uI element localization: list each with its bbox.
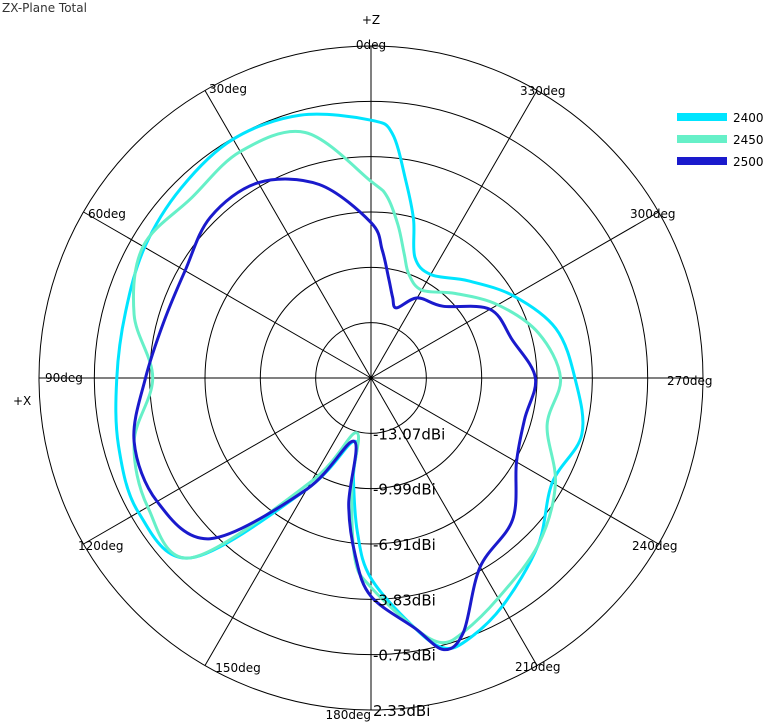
legend-swatch: [677, 157, 727, 165]
legend-label: 2400: [733, 111, 764, 125]
series-layer: [114, 112, 585, 652]
legend-label: 2450: [733, 133, 764, 147]
grid-spoke: [370, 377, 659, 545]
radial-tick-label: 2.33dBi: [373, 702, 430, 720]
angle-tick-label: 270deg: [667, 374, 713, 388]
grid-spoke: [370, 90, 538, 379]
chart-title: ZX-Plane Total: [2, 1, 87, 15]
angle-tick-label: 330deg: [520, 84, 566, 98]
series-line-2450: [131, 129, 563, 645]
polar-grid: [38, 45, 704, 711]
angle-tick-label: 60deg: [88, 207, 126, 221]
radial-tick-label: -9.99dBi: [373, 481, 436, 499]
grid-spoke: [204, 377, 372, 666]
angle-tick-label: 120deg: [78, 539, 124, 553]
angle-tick-label: 90deg: [45, 371, 83, 385]
legend-label: 2500: [733, 155, 764, 169]
radial-tick-label: -0.75dBi: [373, 647, 436, 665]
grid-spoke: [204, 90, 372, 379]
grid-spoke: [370, 377, 538, 666]
radial-tick-label: -3.83dBi: [373, 591, 436, 609]
angle-tick-label: 210deg: [515, 660, 561, 674]
legend-swatch: [677, 113, 727, 121]
angle-tick-label: 300deg: [630, 207, 676, 221]
angle-tick-label: 0deg: [356, 38, 386, 52]
angle-tick-label: 150deg: [215, 661, 261, 675]
legend-swatch: [677, 135, 727, 143]
radial-tick-label: -13.07dBi: [373, 425, 445, 443]
angle-tick-label: 180deg: [325, 708, 371, 722]
z-axis-label: +Z: [362, 13, 380, 27]
grid-spoke: [83, 377, 372, 545]
angle-tick-label: 30deg: [209, 82, 247, 96]
legend: 2400 2450 2500: [677, 111, 764, 169]
angle-tick-label: 240deg: [632, 539, 678, 553]
radial-tick-label: -6.91dBi: [373, 536, 436, 554]
series-line-2400: [114, 112, 585, 651]
grid-spoke: [83, 211, 372, 379]
label-layer: 0deg 30deg 60deg 90deg 120deg 150deg 180deg 210…: [45, 38, 713, 722]
x-axis-label: +X: [13, 394, 31, 408]
series-line-2500: [132, 177, 538, 652]
